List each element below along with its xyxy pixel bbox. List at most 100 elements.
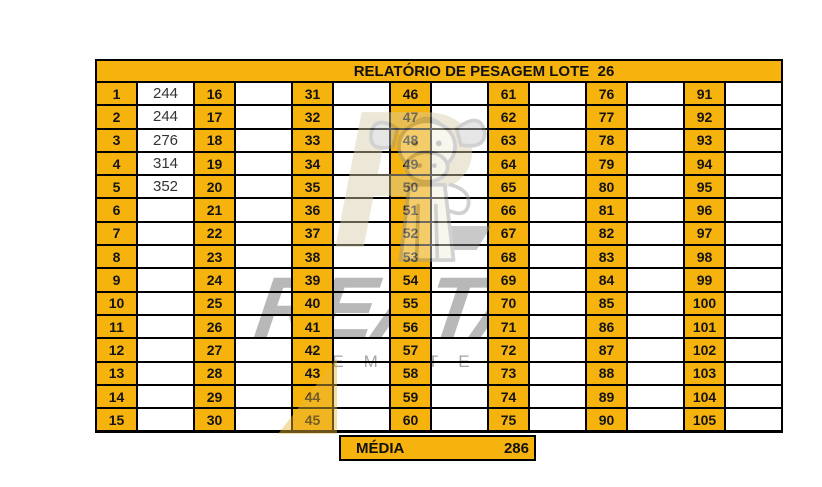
weight-value-cell bbox=[332, 127, 391, 153]
weight-value-cell bbox=[234, 80, 293, 107]
weight-value-cell bbox=[724, 267, 783, 293]
table-row: 9 24 39 54 69 84 99 bbox=[95, 267, 783, 293]
lot-number-cell: 78 bbox=[585, 127, 628, 153]
lot-number-cell: 88 bbox=[585, 360, 628, 386]
lot-number-cell: 101 bbox=[683, 313, 726, 340]
lot-number-cell: 10 bbox=[95, 290, 138, 316]
weight-value-cell bbox=[332, 150, 391, 177]
weight-value-cell bbox=[234, 104, 293, 130]
lot-number-cell: 64 bbox=[487, 150, 530, 177]
lot-number-cell: 13 bbox=[95, 360, 138, 386]
lot-number-cell: 74 bbox=[487, 383, 530, 410]
weight-value-cell bbox=[626, 150, 685, 177]
weight-value-cell bbox=[626, 127, 685, 153]
lot-number-cell: 53 bbox=[389, 244, 432, 270]
lot-number-cell: 86 bbox=[585, 313, 628, 340]
lot-number-cell: 71 bbox=[487, 313, 530, 340]
weight-value-cell: 314 bbox=[136, 150, 195, 177]
table-row: 10 25 40 55 70 85 100 bbox=[95, 290, 783, 316]
weight-value-cell bbox=[332, 267, 391, 293]
weight-value-cell bbox=[430, 407, 489, 433]
weight-value-cell bbox=[528, 150, 587, 177]
weight-value-cell bbox=[724, 197, 783, 223]
weight-value-cell bbox=[430, 80, 489, 107]
lot-number-cell: 77 bbox=[585, 104, 628, 130]
lot-number-cell: 35 bbox=[291, 174, 334, 200]
weight-value-cell bbox=[528, 313, 587, 340]
lot-number-cell: 73 bbox=[487, 360, 530, 386]
weight-value-cell bbox=[528, 360, 587, 386]
table-row: 11 26 41 56 71 86 101 bbox=[95, 313, 783, 340]
lot-number-cell: 40 bbox=[291, 290, 334, 316]
lot-number-cell: 48 bbox=[389, 127, 432, 153]
table-row: 2 244 17 32 47 62 77 92 bbox=[95, 104, 783, 130]
weight-value-cell bbox=[724, 220, 783, 247]
weight-value-cell: 276 bbox=[136, 127, 195, 153]
lot-number-cell: 2 bbox=[95, 104, 138, 130]
lot-number-cell: 21 bbox=[193, 197, 236, 223]
table-row: 1 244 16 31 46 61 76 91 bbox=[95, 80, 783, 107]
lot-number-cell: 57 bbox=[389, 337, 432, 363]
lot-number-cell: 99 bbox=[683, 267, 726, 293]
lot-number-cell: 56 bbox=[389, 313, 432, 340]
lot-number-cell: 5 bbox=[95, 174, 138, 200]
lot-number-cell: 14 bbox=[95, 383, 138, 410]
weight-value-cell bbox=[724, 80, 783, 107]
lot-number-cell: 81 bbox=[585, 197, 628, 223]
lot-number-cell: 67 bbox=[487, 220, 530, 247]
lot-number-cell: 22 bbox=[193, 220, 236, 247]
lot-number-cell: 60 bbox=[389, 407, 432, 433]
lot-number-cell: 7 bbox=[95, 220, 138, 247]
weight-value-cell bbox=[724, 244, 783, 270]
weight-value-cell bbox=[332, 383, 391, 410]
lot-number-cell: 94 bbox=[683, 150, 726, 177]
weight-value-cell bbox=[528, 290, 587, 316]
weight-value-cell bbox=[136, 360, 195, 386]
weight-value-cell bbox=[430, 267, 489, 293]
lot-number-cell: 76 bbox=[585, 80, 628, 107]
lot-number-cell: 59 bbox=[389, 383, 432, 410]
weight-value-cell bbox=[626, 267, 685, 293]
table-row: 13 28 43 58 73 88 103 bbox=[95, 360, 783, 386]
lot-number-cell: 30 bbox=[193, 407, 236, 433]
weight-value-cell bbox=[430, 174, 489, 200]
weight-value-cell bbox=[234, 383, 293, 410]
weight-value-cell bbox=[332, 290, 391, 316]
lot-number-cell: 49 bbox=[389, 150, 432, 177]
weight-value-cell bbox=[528, 383, 587, 410]
weight-value-cell bbox=[430, 220, 489, 247]
weight-value-cell bbox=[234, 127, 293, 153]
table-row: 3 276 18 33 48 63 78 93 bbox=[95, 127, 783, 153]
lot-number-cell: 42 bbox=[291, 337, 334, 363]
lot-number-cell: 50 bbox=[389, 174, 432, 200]
lot-number-cell: 39 bbox=[291, 267, 334, 293]
weight-value-cell: 244 bbox=[136, 104, 195, 130]
lot-number-cell: 72 bbox=[487, 337, 530, 363]
weight-value-cell bbox=[724, 313, 783, 340]
lot-number-cell: 4 bbox=[95, 150, 138, 177]
weight-value-cell bbox=[332, 220, 391, 247]
weight-value-cell bbox=[724, 407, 783, 433]
lot-number-cell: 36 bbox=[291, 197, 334, 223]
weight-value-cell bbox=[724, 337, 783, 363]
weight-value-cell bbox=[430, 127, 489, 153]
weight-value-cell bbox=[136, 220, 195, 247]
lot-number-cell: 20 bbox=[193, 174, 236, 200]
lot-number-cell: 69 bbox=[487, 267, 530, 293]
weighing-table: RELATÓRIO DE PESAGEM LOTE 26 1 244 16 31 46 6… bbox=[95, 59, 783, 434]
weight-value-cell bbox=[528, 127, 587, 153]
weight-value-cell bbox=[234, 267, 293, 293]
weight-value-cell bbox=[528, 220, 587, 247]
weight-value-cell bbox=[724, 127, 783, 153]
weight-value-cell bbox=[724, 383, 783, 410]
weight-value-cell bbox=[136, 290, 195, 316]
lot-number-cell: 28 bbox=[193, 360, 236, 386]
weight-value-cell bbox=[626, 174, 685, 200]
lot-number-cell: 34 bbox=[291, 150, 334, 177]
lot-number-cell: 65 bbox=[487, 174, 530, 200]
lot-number-cell: 6 bbox=[95, 197, 138, 223]
weight-value-cell bbox=[332, 360, 391, 386]
lot-number-cell: 51 bbox=[389, 197, 432, 223]
lot-number-cell: 16 bbox=[193, 80, 236, 107]
media-value: 286 bbox=[503, 439, 529, 457]
